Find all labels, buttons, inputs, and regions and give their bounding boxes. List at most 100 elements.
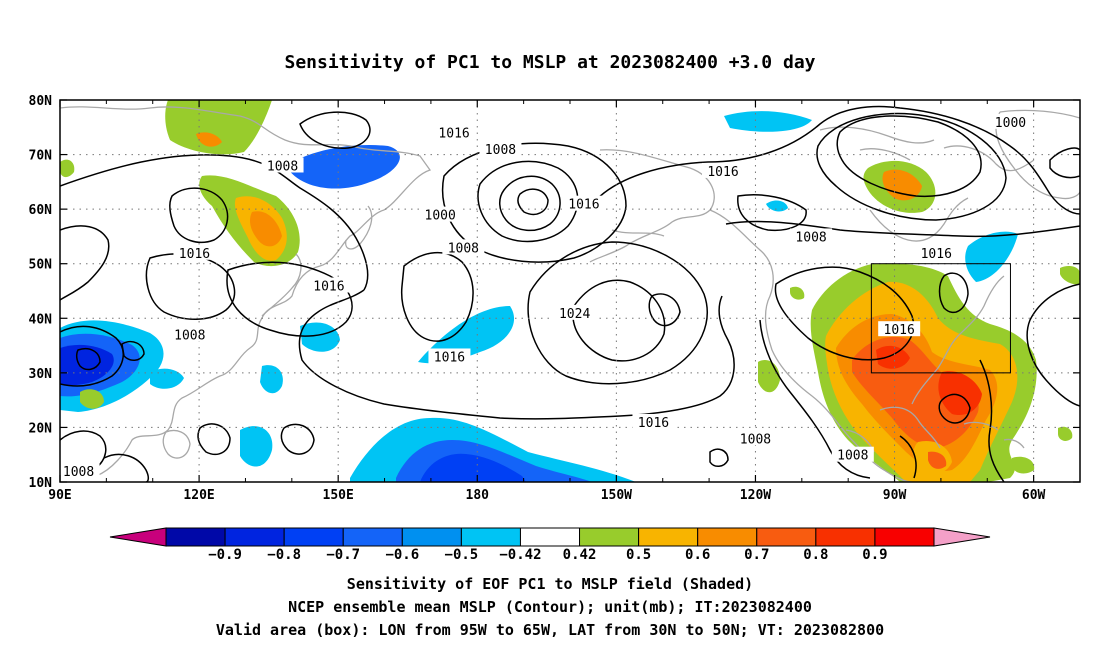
mslp-contour bbox=[299, 111, 371, 149]
contour-label-bg bbox=[632, 413, 675, 429]
colorbar-swatch bbox=[874, 527, 935, 547]
mslp-contour bbox=[938, 272, 969, 314]
contour-label: 1008 bbox=[740, 432, 771, 447]
contour-label: 1016 bbox=[884, 323, 915, 338]
coastline-hudson-bay bbox=[869, 197, 969, 242]
colorbar-swatch bbox=[697, 527, 758, 547]
shade-positive-area bbox=[80, 389, 104, 409]
coastline-borneo bbox=[162, 429, 191, 459]
lon-tick-label: 120W bbox=[740, 488, 771, 503]
coastline-caribbean bbox=[963, 421, 1025, 449]
lon-tick-label: 120E bbox=[183, 488, 214, 503]
colorbar-swatch bbox=[165, 527, 226, 547]
shade-positive-area bbox=[165, 100, 272, 155]
colorbar-swatch bbox=[460, 527, 521, 547]
mslp-contour bbox=[979, 359, 1005, 482]
graticule bbox=[60, 100, 1080, 482]
lat-tick-label: 70N bbox=[29, 149, 53, 164]
shade-positive-area bbox=[1060, 266, 1080, 285]
mslp-contour bbox=[1049, 147, 1080, 179]
mslp-contour bbox=[595, 105, 1080, 215]
colorbar-tick-label: −0.7 bbox=[326, 547, 360, 563]
shade-positive-area bbox=[938, 371, 982, 416]
colorbar-swatch bbox=[342, 527, 403, 547]
contour-label: 1008 bbox=[267, 159, 298, 174]
caption-line-2: NCEP ensemble mean MSLP (Contour); unit(… bbox=[288, 598, 812, 616]
colorbar-tick-label: −0.42 bbox=[499, 547, 541, 563]
contour-label-bg bbox=[168, 326, 211, 342]
caption-line-1: Sensitivity of EOF PC1 to MSLP field (Sh… bbox=[347, 575, 753, 593]
axis-ticks bbox=[59, 99, 1081, 483]
colorbar-swatch bbox=[283, 527, 344, 547]
lon-tick-label: 150E bbox=[323, 488, 354, 503]
contour-label: 1016 bbox=[707, 165, 738, 180]
colorbar-low-triangle bbox=[109, 527, 167, 547]
contour-label: 1008 bbox=[795, 230, 826, 245]
contour-label-bg bbox=[173, 244, 216, 260]
contour-label-bg bbox=[562, 195, 605, 211]
contour-label-bg bbox=[702, 162, 744, 178]
shade-positive-area bbox=[196, 132, 222, 147]
mslp-contour bbox=[169, 187, 229, 244]
shade-positive-area bbox=[790, 286, 805, 300]
colorbar-swatch bbox=[756, 527, 817, 547]
contour-label: 1008 bbox=[63, 465, 94, 480]
contour-label-bg bbox=[261, 157, 304, 173]
lon-tick-label: 90W bbox=[883, 488, 907, 503]
mslp-contour bbox=[75, 348, 101, 371]
lon-tick-label: 180 bbox=[466, 488, 490, 503]
colorbar-tick-label: 0.42 bbox=[563, 547, 597, 563]
contour-label-bg bbox=[419, 206, 462, 222]
shade-negative-area bbox=[60, 344, 114, 386]
lat-tick-label: 80N bbox=[29, 94, 53, 109]
colorbar-swatch bbox=[224, 527, 285, 547]
lat-tick-label: 60N bbox=[29, 203, 53, 218]
contour-label: 1016 bbox=[638, 416, 669, 431]
contour-label: 1024 bbox=[559, 307, 590, 322]
shade-negative-area bbox=[286, 144, 400, 189]
contour-label-bg bbox=[553, 304, 596, 320]
mslp-contour bbox=[60, 154, 369, 291]
mslp-contour bbox=[899, 435, 917, 479]
lat-tick-label: 40N bbox=[29, 312, 53, 327]
colorbar-tick-label: 0.6 bbox=[685, 547, 710, 563]
contour-label: 1016 bbox=[438, 127, 469, 142]
longitude-labels: 90E 120E 150E 180 150W 120W 90W 60W bbox=[48, 488, 1045, 503]
shade-negative-area bbox=[724, 111, 812, 132]
mslp-contour bbox=[737, 194, 807, 232]
colorbar-swatch bbox=[401, 527, 462, 547]
coastline-japan bbox=[261, 253, 302, 317]
mslp-contour bbox=[477, 160, 579, 243]
caption-line-3: Valid area (box): LON from 95W to 65W, L… bbox=[216, 621, 884, 639]
colorbar-labels: −0.9 −0.8 −0.7 −0.6 −0.5 −0.42 0.42 0.5 0.6 0.7 0.… bbox=[208, 547, 887, 563]
coastline-kamchatka bbox=[345, 205, 373, 250]
lon-tick-label: 60W bbox=[1022, 488, 1046, 503]
shade-positive-area bbox=[60, 159, 75, 178]
mslp-contour-layer bbox=[60, 105, 1080, 482]
contour-label-bg bbox=[433, 124, 476, 140]
contour-label-bg bbox=[307, 277, 350, 293]
coastline-north-america bbox=[709, 209, 1005, 482]
mslp-contour bbox=[725, 220, 1080, 238]
contour-label: 1016 bbox=[921, 247, 952, 262]
contour-label: 1016 bbox=[568, 198, 599, 213]
shade-negative-area bbox=[300, 322, 340, 352]
mslp-contour bbox=[517, 188, 549, 216]
mslp-contour bbox=[60, 325, 124, 387]
shade-negative-area bbox=[965, 231, 1018, 282]
mslp-contour bbox=[280, 423, 315, 455]
colorbar-swatch bbox=[815, 527, 876, 547]
lat-tick-label: 30N bbox=[29, 367, 53, 382]
contour-label-bg bbox=[878, 321, 921, 337]
mslp-contour bbox=[197, 423, 231, 456]
colorbar-tick-label: −0.5 bbox=[445, 547, 479, 563]
mslp-contour bbox=[648, 293, 681, 327]
mslp-contour bbox=[709, 448, 729, 467]
shade-negative-area bbox=[150, 368, 184, 389]
lat-tick-label: 10N bbox=[29, 476, 53, 491]
contour-label-bg bbox=[57, 463, 100, 479]
colorbar bbox=[109, 527, 991, 547]
shade-positive-area bbox=[1058, 426, 1073, 441]
shade-positive-area bbox=[1012, 456, 1035, 474]
colorbar-tick-label: −0.9 bbox=[208, 547, 242, 563]
